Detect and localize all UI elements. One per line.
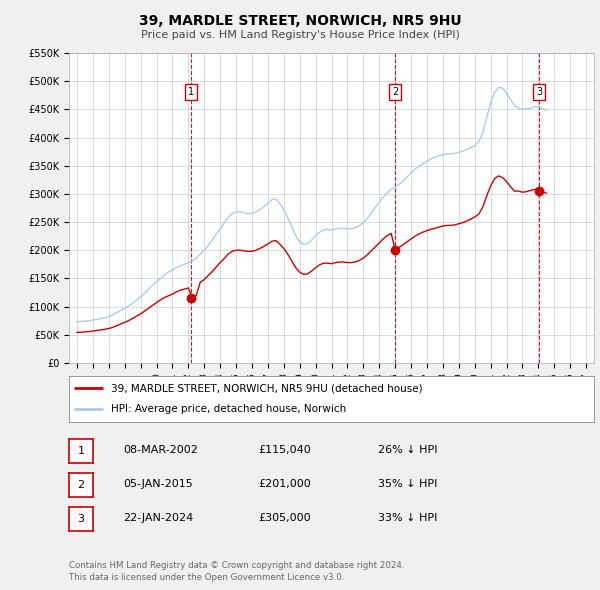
Text: 35% ↓ HPI: 35% ↓ HPI (378, 479, 437, 489)
Text: 26% ↓ HPI: 26% ↓ HPI (378, 445, 437, 454)
Text: 1: 1 (188, 87, 194, 97)
Text: 22-JAN-2024: 22-JAN-2024 (123, 513, 193, 523)
Text: 08-MAR-2002: 08-MAR-2002 (123, 445, 198, 454)
Text: 1: 1 (77, 446, 85, 455)
Text: 2: 2 (392, 87, 398, 97)
Text: 2: 2 (77, 480, 85, 490)
Text: £201,000: £201,000 (258, 479, 311, 489)
Text: 39, MARDLE STREET, NORWICH, NR5 9HU: 39, MARDLE STREET, NORWICH, NR5 9HU (139, 14, 461, 28)
Text: Contains HM Land Registry data © Crown copyright and database right 2024.: Contains HM Land Registry data © Crown c… (69, 560, 404, 570)
Text: 3: 3 (536, 87, 542, 97)
Text: 05-JAN-2015: 05-JAN-2015 (123, 479, 193, 489)
Text: 33% ↓ HPI: 33% ↓ HPI (378, 513, 437, 523)
Text: HPI: Average price, detached house, Norwich: HPI: Average price, detached house, Norw… (111, 404, 346, 414)
Text: Price paid vs. HM Land Registry's House Price Index (HPI): Price paid vs. HM Land Registry's House … (140, 31, 460, 40)
Text: 3: 3 (77, 514, 85, 524)
Text: £115,040: £115,040 (258, 445, 311, 454)
Text: This data is licensed under the Open Government Licence v3.0.: This data is licensed under the Open Gov… (69, 572, 344, 582)
Text: £305,000: £305,000 (258, 513, 311, 523)
Text: 39, MARDLE STREET, NORWICH, NR5 9HU (detached house): 39, MARDLE STREET, NORWICH, NR5 9HU (det… (111, 384, 422, 394)
